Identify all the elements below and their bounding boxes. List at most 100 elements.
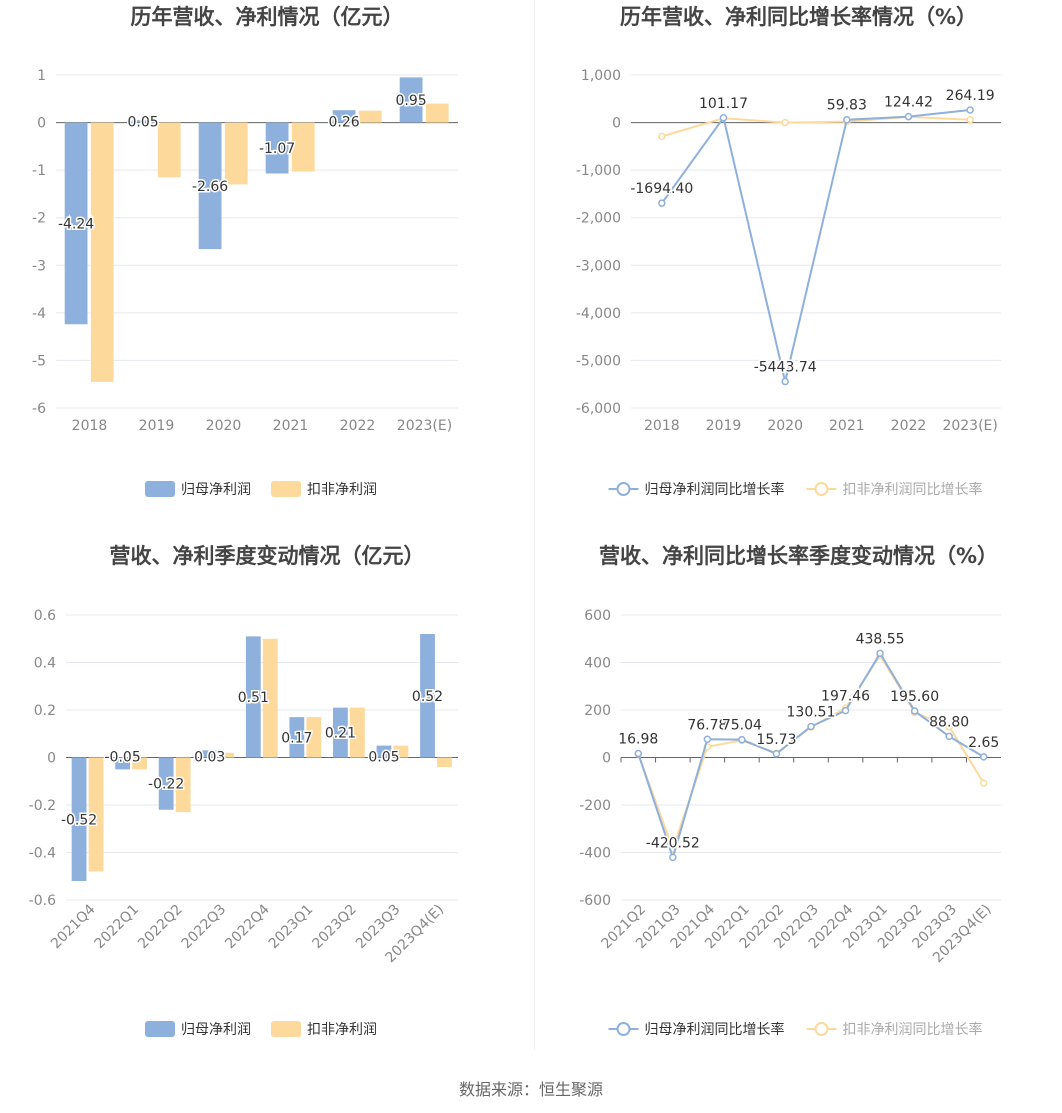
y-tick-label: 0	[47, 751, 56, 767]
bar-net-profit	[202, 750, 218, 758]
series-line-net-growth	[637, 651, 985, 861]
data-label: 0.95	[396, 93, 427, 109]
x-tick-label: 2023(E)	[942, 418, 997, 434]
series-line-net-growth	[661, 109, 971, 382]
point-net-growth	[966, 106, 974, 114]
x-tick-label: 2023Q1	[266, 902, 317, 953]
y-tick-label: 0	[37, 116, 46, 132]
bar-deducted-profit	[349, 707, 365, 758]
legend-label: 扣非净利润同比增长率	[843, 481, 983, 498]
y-tick-label: -3	[32, 258, 46, 274]
bar-net-profit	[289, 717, 305, 758]
bar-deducted-profit	[88, 757, 104, 872]
data-label: 0.05	[368, 750, 399, 766]
y-tick-label: -1	[32, 163, 46, 179]
bar-deducted-profit	[157, 122, 181, 178]
chart-title: 历年营收、净利情况（亿元）	[131, 5, 404, 29]
y-tick-label: 0.2	[34, 703, 56, 719]
point-net-growth	[945, 732, 953, 741]
legend-marker	[814, 1022, 829, 1036]
chart-title: 营收、净利季度变动情况（亿元）	[110, 544, 425, 568]
data-label: 124.42	[884, 95, 933, 111]
y-tick-label: 0.6	[34, 608, 56, 624]
x-tick-label: 2022Q3	[179, 902, 230, 953]
x-tick-label: 2022Q1	[92, 902, 143, 953]
y-tick-label: -0.4	[29, 846, 56, 862]
x-tick-label: 2020	[206, 418, 242, 434]
annual-profit-bar-chart: 历年营收、净利情况（亿元） 1 0 -1 -2 -3 -4 -5 -6 2018 2019 2020 2…	[32, 5, 458, 498]
data-label: 0.17	[281, 730, 312, 746]
y-tick-label: -2,000	[576, 211, 621, 227]
data-label: 59.83	[827, 98, 867, 114]
data-label: -2.66	[192, 179, 228, 195]
data-label: 0.52	[412, 689, 443, 705]
x-tick-label: 2021Q4	[48, 901, 99, 952]
y-tick-label: -0.2	[29, 798, 56, 814]
point-net-growth	[738, 735, 746, 744]
point-net-growth	[979, 753, 988, 761]
y-tick-label: 0	[602, 751, 611, 767]
point-deducted-growth	[966, 115, 974, 124]
x-tick-label: 2022	[891, 418, 927, 434]
point-net-growth	[876, 649, 884, 658]
bar-net-profit	[399, 77, 423, 123]
quarterly-growth-line-chart: 营收、净利同比增长率季度变动情况（%） 600 400 200 0 -200 -400 -60…	[579, 544, 1001, 1038]
chart-title: 历年营收、净利同比增长率情况（%）	[620, 5, 977, 29]
bar-net-profit	[158, 757, 174, 810]
bar-net-profit	[115, 757, 131, 770]
y-tick-label: -5,000	[576, 353, 621, 369]
y-tick-label: 1	[37, 68, 46, 84]
x-tick-label: 2022Q2	[135, 902, 186, 953]
point-net-growth	[772, 750, 781, 758]
data-label: 15.73	[756, 732, 796, 748]
point-net-growth	[843, 115, 851, 124]
bar-net-profit	[376, 745, 392, 758]
data-label: 2.65	[968, 735, 999, 751]
data-source-note: 数据来源：恒生聚源	[458, 1080, 603, 1099]
data-label: 101.17	[699, 96, 748, 112]
legend-swatch	[271, 481, 301, 497]
data-label: -0.05	[105, 750, 141, 766]
x-tick-label: 2018	[72, 418, 108, 434]
point-net-growth	[841, 706, 850, 715]
legend-label: 归母净利润	[181, 481, 251, 498]
point-net-growth	[904, 112, 913, 121]
data-label: -4.24	[58, 216, 94, 232]
x-tick-label: 2019	[139, 418, 175, 434]
bar-net-profit	[245, 636, 261, 758]
bar-net-profit	[332, 707, 348, 758]
bar-deducted-profit	[132, 757, 148, 770]
y-tick-label: -3,000	[576, 258, 621, 274]
bar-deducted-profit	[306, 717, 322, 758]
series-line-deducted-growth	[637, 653, 985, 852]
data-label: -0.22	[148, 777, 184, 793]
y-tick-label: -6,000	[576, 401, 621, 417]
data-label: 264.19	[946, 88, 995, 104]
data-label: 88.80	[929, 714, 969, 730]
y-tick-label: -1,000	[576, 163, 621, 179]
data-label: 16.98	[618, 731, 658, 747]
x-tick-label: 2018	[644, 418, 680, 434]
legend-label: 扣非净利润	[307, 482, 377, 498]
x-tick-label: 2020	[767, 418, 803, 434]
legend-label: 归母净利润同比增长率	[645, 481, 785, 498]
y-tick-label: 1,000	[581, 68, 621, 84]
quarterly-profit-bar-chart: 营收、净利季度变动情况（亿元）0.60.40.20-0.2-0.4-0.6202…	[29, 544, 458, 1038]
y-tick-label: -5	[32, 353, 46, 369]
point-net-growth	[703, 735, 712, 744]
bar-net-profit	[64, 122, 88, 325]
point-deducted-growth	[658, 132, 666, 141]
y-tick-label: -0.6	[29, 893, 56, 909]
point-deducted-growth	[781, 118, 789, 127]
data-label: -0.52	[61, 812, 97, 828]
data-label: -1694.40	[630, 181, 693, 197]
x-tick-label: 2022Q4	[222, 901, 273, 952]
bar-deducted-profit	[224, 122, 248, 185]
legend-swatch	[271, 1021, 301, 1037]
panel-divider	[534, 0, 535, 1050]
legend-marker	[616, 482, 631, 496]
point-deducted-growth	[945, 722, 953, 731]
data-label: 197.46	[821, 689, 870, 705]
legend-label: 扣非净利润	[307, 1022, 377, 1038]
annual-growth-line-chart: 历年营收、净利同比增长率情况（%） 1,000 0 -1,000 -2,000 -3,00…	[576, 5, 1001, 498]
